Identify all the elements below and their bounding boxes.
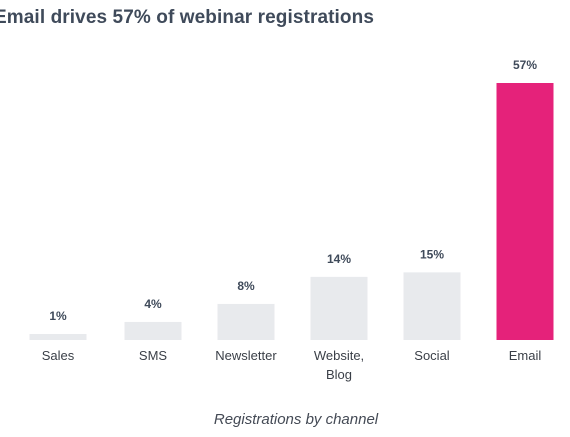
value-label-sales: 1% bbox=[49, 309, 67, 323]
value-label-website-blog: 14% bbox=[327, 252, 351, 266]
chart-title: Email drives 57% of webinar registration… bbox=[0, 7, 375, 28]
category-labels-group: Sales SMS Newsletter Website, Blog Social Emai… bbox=[42, 348, 542, 382]
category-label-sales: Sales bbox=[42, 348, 75, 363]
bar-chart: 1% 4% 8% 14% 15% 57% Sales SMS Newsletter Websit… bbox=[29, 58, 554, 382]
category-label-social: Social bbox=[414, 348, 450, 363]
value-label-newsletter: 8% bbox=[237, 279, 255, 293]
chart-caption: Registrations by channel bbox=[213, 411, 379, 428]
value-labels-group: 1% 4% 8% 14% 15% 57% bbox=[49, 58, 537, 323]
value-label-social: 15% bbox=[420, 247, 444, 261]
bars-group bbox=[29, 83, 554, 340]
bar-email bbox=[496, 83, 554, 340]
bar-newsletter bbox=[217, 303, 275, 340]
category-label-newsletter: Newsletter bbox=[215, 348, 277, 363]
bar-website-blog bbox=[310, 276, 368, 340]
category-label-website-blog: Website, Blog bbox=[314, 348, 364, 382]
value-label-email: 57% bbox=[513, 58, 537, 72]
bar-sms bbox=[124, 321, 182, 340]
bar-sales bbox=[29, 334, 87, 340]
category-label-email: Email bbox=[509, 348, 542, 363]
value-label-sms: 4% bbox=[144, 297, 162, 311]
bar-social bbox=[403, 272, 461, 340]
category-label-sms: SMS bbox=[139, 348, 168, 363]
